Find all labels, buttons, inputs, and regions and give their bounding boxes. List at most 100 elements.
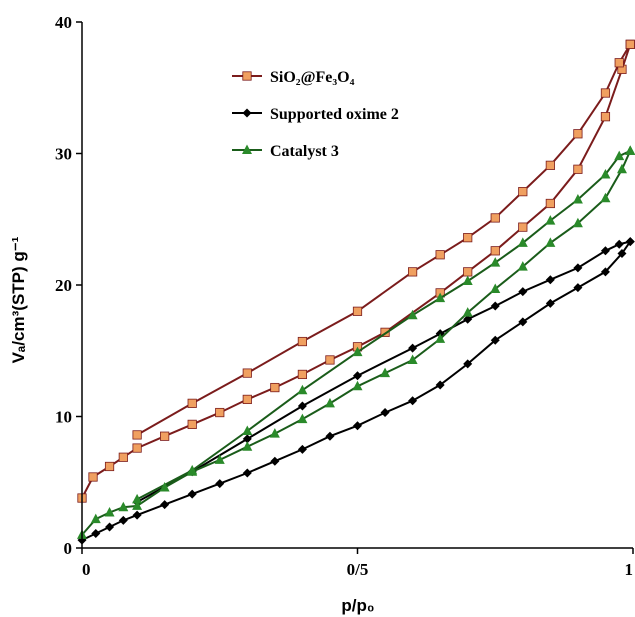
data-point: [242, 394, 252, 405]
data-point: [463, 359, 473, 369]
data-point: [187, 419, 197, 429]
data-point: [160, 431, 170, 441]
data-point: [242, 468, 252, 478]
data-point: [132, 493, 143, 504]
data-point: [572, 217, 583, 228]
series-line-adsorption: [81, 241, 632, 542]
data-point: [242, 425, 253, 435]
data-point: [573, 283, 583, 293]
data-point: [353, 421, 362, 431]
legend-marker: [242, 144, 252, 154]
data-point: [600, 112, 611, 122]
data-point: [352, 306, 363, 316]
legend-label: Supported oxime 2: [270, 106, 399, 123]
plot-series: [77, 39, 635, 545]
data-point: [490, 213, 500, 223]
data-point: [600, 169, 611, 179]
data-point: [132, 443, 142, 453]
data-point: [490, 257, 501, 267]
data-point: [435, 250, 445, 260]
data-point: [407, 354, 418, 364]
data-point: [215, 407, 225, 418]
data-point: [325, 431, 335, 441]
data-point: [518, 287, 528, 297]
data-point: [617, 248, 627, 258]
y-axis-title: Vₐ/cm³(STP) g⁻¹: [9, 236, 28, 363]
axes: [81, 22, 633, 549]
data-point: [352, 380, 363, 391]
data-point: [600, 88, 611, 98]
data-point: [104, 461, 115, 472]
data-point: [435, 292, 446, 303]
y-tick-label: 40: [55, 13, 72, 32]
y-tick-label: 30: [55, 145, 72, 164]
data-point: [545, 215, 556, 225]
data-point: [408, 343, 418, 353]
data-point: [352, 346, 363, 357]
data-point: [214, 454, 225, 464]
data-point: [380, 367, 391, 378]
legend-marker: [242, 71, 252, 81]
data-point: [242, 441, 253, 451]
y-tick-label: 10: [55, 408, 72, 427]
data-point: [545, 198, 555, 209]
series-line-desorption: [136, 149, 631, 501]
data-point: [625, 237, 635, 247]
ticks: 0 10 20 30 40 0 0/5 1: [55, 13, 634, 579]
data-point: [88, 472, 98, 482]
data-point: [545, 298, 555, 308]
data-point: [462, 307, 473, 317]
x-axis-title: p/p₀: [341, 596, 374, 615]
data-point: [600, 246, 610, 256]
legend-label: SiO₂@Fe₃O₄: [270, 69, 355, 86]
data-point: [187, 464, 198, 475]
data-point: [380, 327, 390, 337]
data-point: [517, 237, 528, 247]
y-tick-label: 0: [64, 539, 73, 558]
data-point: [270, 382, 280, 393]
series-1: [77, 237, 635, 545]
data-point: [490, 246, 500, 256]
data-point: [297, 401, 307, 411]
data-point: [104, 506, 115, 517]
legend-label: Catalyst 3: [270, 143, 339, 160]
data-point: [518, 187, 528, 197]
data-point: [625, 145, 635, 155]
data-point: [614, 58, 624, 68]
data-point: [614, 150, 625, 161]
data-point: [132, 500, 143, 510]
data-point: [90, 513, 101, 524]
data-point: [132, 510, 142, 520]
data-point: [159, 482, 170, 492]
data-point: [297, 369, 308, 380]
data-point: [573, 129, 583, 139]
data-point: [572, 194, 583, 204]
data-point: [408, 396, 418, 406]
data-point: [573, 164, 583, 174]
data-point: [132, 430, 142, 440]
data-point: [325, 355, 335, 365]
data-point: [407, 267, 418, 277]
x-tick-label: 1: [625, 560, 634, 579]
data-point: [118, 452, 128, 462]
data-point: [105, 522, 115, 532]
data-point: [297, 444, 307, 454]
data-point: [573, 263, 583, 273]
data-point: [545, 160, 555, 170]
data-point: [407, 309, 418, 320]
legend-marker: [242, 108, 252, 118]
data-point: [118, 501, 129, 512]
data-point: [545, 275, 555, 285]
data-point: [297, 336, 308, 347]
data-point: [545, 237, 556, 247]
data-point: [435, 333, 446, 343]
data-point: [324, 397, 335, 408]
data-point: [435, 380, 445, 390]
data-point: [187, 489, 197, 499]
data-point: [463, 314, 473, 324]
data-point: [616, 163, 627, 174]
series-2: [77, 145, 635, 539]
data-point: [517, 261, 528, 271]
data-point: [215, 479, 225, 489]
